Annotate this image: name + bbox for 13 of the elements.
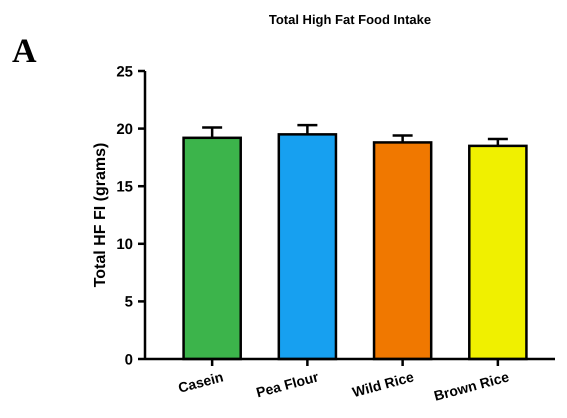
x-tick-label: Pea Flour <box>254 368 321 400</box>
y-tick-label: 10 <box>116 236 133 254</box>
x-tick-label: Brown Rice <box>432 368 511 404</box>
y-tick-label: 15 <box>116 178 133 196</box>
x-tick-label: Casein <box>176 368 225 396</box>
y-axis-title: Total HF FI (grams) <box>92 142 109 288</box>
text: A <box>12 33 37 70</box>
chart-title: Total High Fat Food Intake <box>268 12 432 27</box>
y-tick-label: 5 <box>124 294 133 311</box>
y-tick-label: 0 <box>124 351 133 368</box>
y-tick-label: 25 <box>116 63 133 80</box>
y-tick-label: 20 <box>116 120 133 138</box>
x-tick-label: Wild Rice <box>350 368 416 400</box>
